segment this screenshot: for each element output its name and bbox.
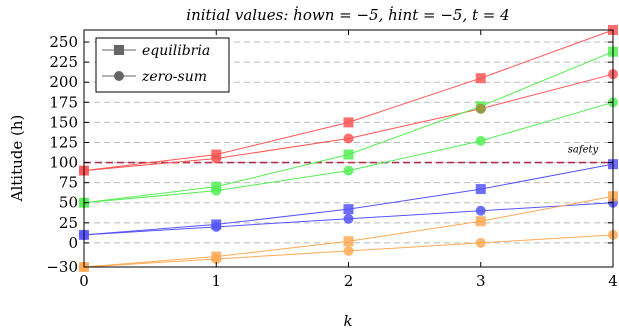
legend-label-equilibria: equilibria bbox=[142, 43, 210, 59]
y-tick-label: 75 bbox=[59, 174, 78, 192]
x-tick-label: 0 bbox=[79, 272, 89, 290]
y-tick-label: 250 bbox=[49, 33, 78, 51]
x-tick-label: 2 bbox=[344, 272, 354, 290]
y-tick-label: 50 bbox=[59, 194, 78, 212]
y-tick-label: 200 bbox=[49, 73, 78, 91]
data-point-circle bbox=[475, 237, 486, 248]
data-point-square bbox=[475, 73, 486, 84]
y-tick-label: −30 bbox=[46, 258, 78, 276]
y-tick-label: 25 bbox=[59, 214, 78, 232]
data-point-circle bbox=[211, 185, 222, 196]
x-tick-label: 4 bbox=[608, 272, 618, 290]
legend-marker-square bbox=[114, 45, 124, 55]
y-tick-label: 150 bbox=[49, 113, 78, 131]
chart-title: initial values: ḣown = −5, ḣint = −5, t … bbox=[186, 6, 509, 24]
data-point-circle bbox=[211, 153, 222, 164]
x-axis-label: k bbox=[343, 312, 352, 330]
x-tick-label: 1 bbox=[211, 272, 221, 290]
y-tick-label: 100 bbox=[49, 154, 78, 172]
data-point-square bbox=[343, 204, 354, 215]
data-point-circle bbox=[343, 165, 354, 176]
legend-label-zero-sum: zero-sum bbox=[141, 69, 207, 85]
data-point-square bbox=[343, 236, 354, 247]
data-point-square bbox=[343, 149, 354, 160]
data-point-circle bbox=[475, 103, 486, 114]
x-tick-label: 3 bbox=[476, 272, 486, 290]
legend: equilibria zero-sum bbox=[95, 37, 230, 93]
data-point-circle bbox=[211, 221, 222, 232]
data-point-circle bbox=[343, 245, 354, 256]
y-tick-label: 125 bbox=[49, 133, 78, 151]
y-axis-label: Altitude (h) bbox=[8, 115, 26, 203]
y-tick-label: 225 bbox=[49, 53, 78, 71]
safety-label: safety bbox=[568, 145, 599, 156]
data-point-circle bbox=[475, 135, 486, 146]
legend-marker-circle bbox=[114, 71, 124, 81]
data-point-square bbox=[475, 216, 486, 227]
data-point-circle bbox=[211, 253, 222, 264]
data-point-square bbox=[343, 117, 354, 128]
y-tick-label: 0 bbox=[68, 234, 78, 252]
data-point-circle bbox=[343, 213, 354, 224]
data-point-circle bbox=[343, 133, 354, 144]
data-point-square bbox=[475, 184, 486, 195]
y-tick-label: 175 bbox=[49, 93, 78, 111]
data-point-circle bbox=[475, 205, 486, 216]
